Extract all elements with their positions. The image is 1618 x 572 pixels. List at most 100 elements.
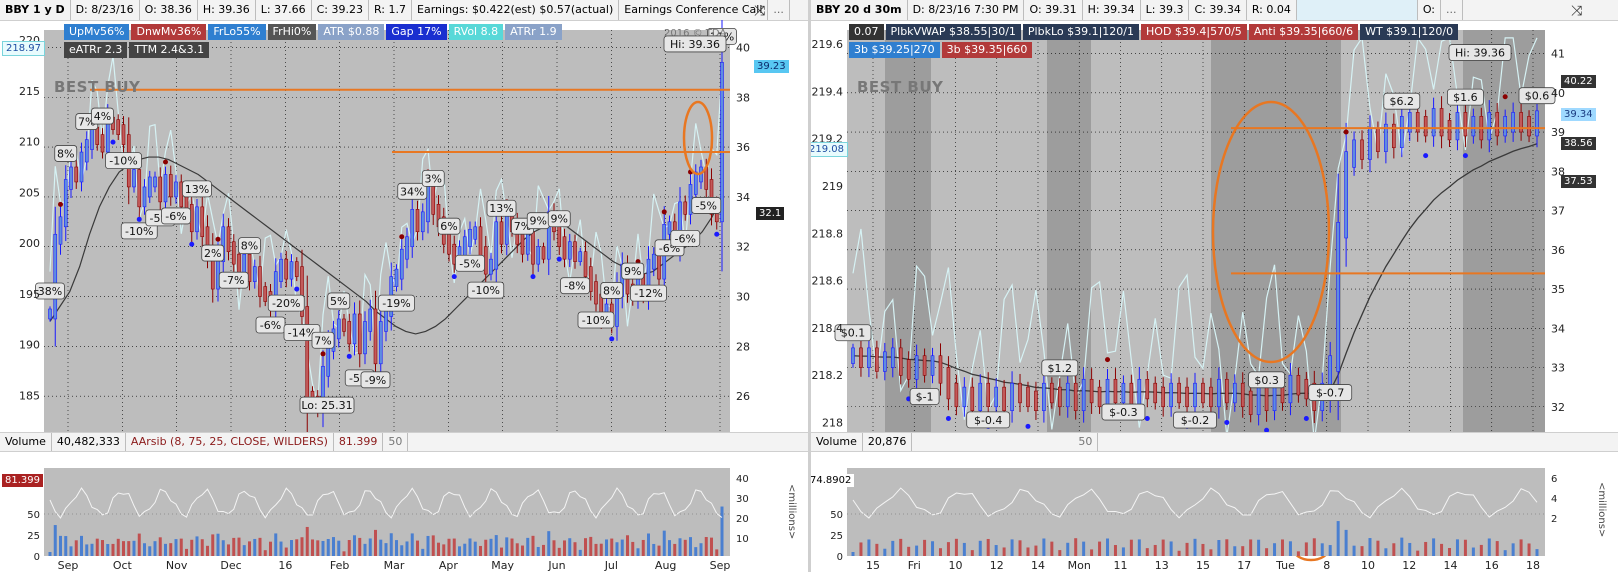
price-body-29 [1081,378,1086,411]
study-chip-6[interactable]: 3b $39.25|270 [849,42,940,58]
crosshair-toggle-icon[interactable]: ⤨ [1571,3,1583,19]
study-chip-1[interactable]: DnwMv36% [131,24,207,40]
study-chip-5[interactable]: WT $39.1|120/0 [1360,24,1459,40]
vol-right-tick-2: 20 [736,514,749,525]
volume-bar-92 [531,535,535,556]
price-body-56 [342,318,346,332]
volume-bar-57 [347,540,351,556]
volume-bar-107 [610,538,614,556]
volume-bar-66 [395,540,398,556]
price-body-18 [994,386,998,408]
header-conference-call[interactable]: Earnings Conference Call [619,0,769,20]
volume-bar-36 [237,537,241,556]
price-body-60 [363,321,367,355]
pivot-dot-117 [661,209,667,215]
annotation-label-1: $-1 [916,391,934,404]
relative-strength-line [852,36,1538,442]
study-chip-7[interactable]: 3b $39.35|660 [941,42,1033,58]
x-axis-tick-1: Fri [908,559,921,572]
volume-bar-2 [59,535,62,556]
volume-bar-70 [416,540,419,556]
price-body-76 [1455,112,1460,141]
volume-bar-40 [258,537,262,556]
price-body-12 [946,367,951,400]
volume-bar-19 [148,546,152,556]
study-chip-0[interactable]: 0.07 [849,24,884,40]
header-more[interactable]: ... [768,0,790,20]
volume-bar-5 [891,540,895,556]
study-chip-5[interactable]: Gap 17% [386,24,447,40]
volume-bar-0 [851,552,855,556]
symbol-period[interactable]: BBY 20 d 30m [811,0,908,20]
volume-bar-123 [694,547,698,556]
volume-bar-13 [116,538,120,556]
volume-bar-78 [458,546,461,556]
x-axis-tick-2: Nov [166,559,188,572]
annotation-box-18 [360,371,391,389]
price-body-29 [200,206,205,238]
rsi-study-label[interactable]: AArsib (8, 75, 25, CLOSE, WILDERS) [126,433,334,451]
study-chip-3[interactable]: FrHi0% [267,24,317,40]
study-chip-4[interactable]: Anti $39.35|660/6 [1248,24,1359,40]
volume-bar-5 [74,540,78,556]
volume-bar-70 [1408,542,1412,556]
volume-bar-96 [552,540,556,556]
volume-bar-87 [505,537,509,556]
header-range: R: 0.04 [1247,0,1297,20]
volume-bar-42 [1185,542,1189,556]
price-body-73 [1431,108,1436,137]
volume-bar-54 [332,537,335,556]
annotation-1: 8% [54,145,78,162]
price-body-82 [478,226,483,257]
volume-bar-6 [899,538,903,556]
intraday-chart-canvas[interactable]: $0.1 $-1 $-0.4 $1.2 $-0.3 $-0.2 $0.3 $-0.7 $6.2 $… [811,20,1618,572]
annotation-2: $-0.4 [966,411,1011,429]
right-axis-tick-3: 34 [736,191,750,204]
price-body-30 [1089,378,1094,404]
volume-bar-84 [489,538,493,556]
price-body-64 [1360,139,1364,160]
volume-bar-52 [1265,548,1269,556]
annotation-label-14: -14% [288,326,316,339]
volume-bar-25 [1050,541,1054,556]
annotation-13: -20% [267,294,305,312]
study-chip-3[interactable]: HOD $39.4|570/5 [1141,24,1247,40]
daily-chart-canvas[interactable]: 38% 8% 7% 4% -10% -10% -5% -6% 13% 2% -7% 8% -6% -20%… [0,20,808,572]
intraday-volume-header: Volume 20,876 50 [811,432,1618,452]
price-body-98 [562,236,567,260]
study-chip-6[interactable]: RVol 8.8 [448,24,504,40]
volume-bar-64 [1360,546,1364,556]
study-chip-4[interactable]: ATR $0.88 [318,24,385,40]
price-body-19 [147,176,152,198]
header-more[interactable]: ... [1441,0,1463,20]
study-chip-1[interactable]: PlbkVWAP $38.55|30/1 [885,24,1021,40]
volume-bar-47 [1225,539,1229,556]
volume-bar-77 [452,538,456,556]
study-chip-9[interactable]: TTM 2.4&3.1 [129,42,210,58]
study-chip-0[interactable]: UpMv56% [64,24,130,40]
crosshair-toggle-icon[interactable]: ⤨ [754,3,766,19]
volume-bar-100 [573,542,577,556]
volume-bar-15 [127,541,131,556]
symbol-period[interactable]: BBY 1 y D [0,0,71,20]
annotation-box-16 [327,292,351,310]
study-chip-7[interactable]: ATRr 1.9 [505,24,562,40]
annotation-label-12: -6% [260,319,281,332]
study-chip-8[interactable]: eATRr 2.3 [64,42,128,58]
study-chip-2[interactable]: PlbkLo $39.1|120/1 [1022,24,1140,40]
price-body-82 [1503,116,1507,137]
study-chip-2[interactable]: FrLo55% [208,24,266,40]
price-body-55 [1288,375,1293,404]
volume-bar-65 [1368,538,1372,556]
right-axis-tick-8: 33 [1551,362,1565,375]
volume-bar-37 [242,545,246,556]
price-body-49 [305,306,310,402]
price-body-7 [906,359,911,380]
x-axis-tick-5: Feb [330,559,349,572]
annotation-box-25 [486,199,517,217]
volume-bar-1 [53,525,57,556]
price-body-17 [986,382,991,408]
x-axis-tick-7: 13 [1155,559,1169,572]
hi-label-box [1448,44,1512,61]
price-body-3 [63,179,68,228]
